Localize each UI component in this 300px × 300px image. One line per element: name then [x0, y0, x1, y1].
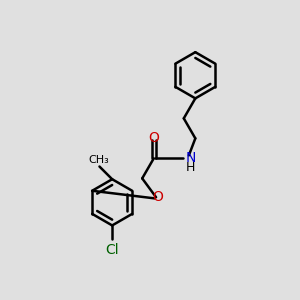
Text: H: H	[186, 161, 196, 174]
Text: CH₃: CH₃	[88, 155, 109, 165]
Text: O: O	[148, 130, 159, 145]
Text: N: N	[186, 152, 196, 165]
Text: O: O	[152, 190, 163, 204]
Text: Cl: Cl	[105, 243, 119, 257]
